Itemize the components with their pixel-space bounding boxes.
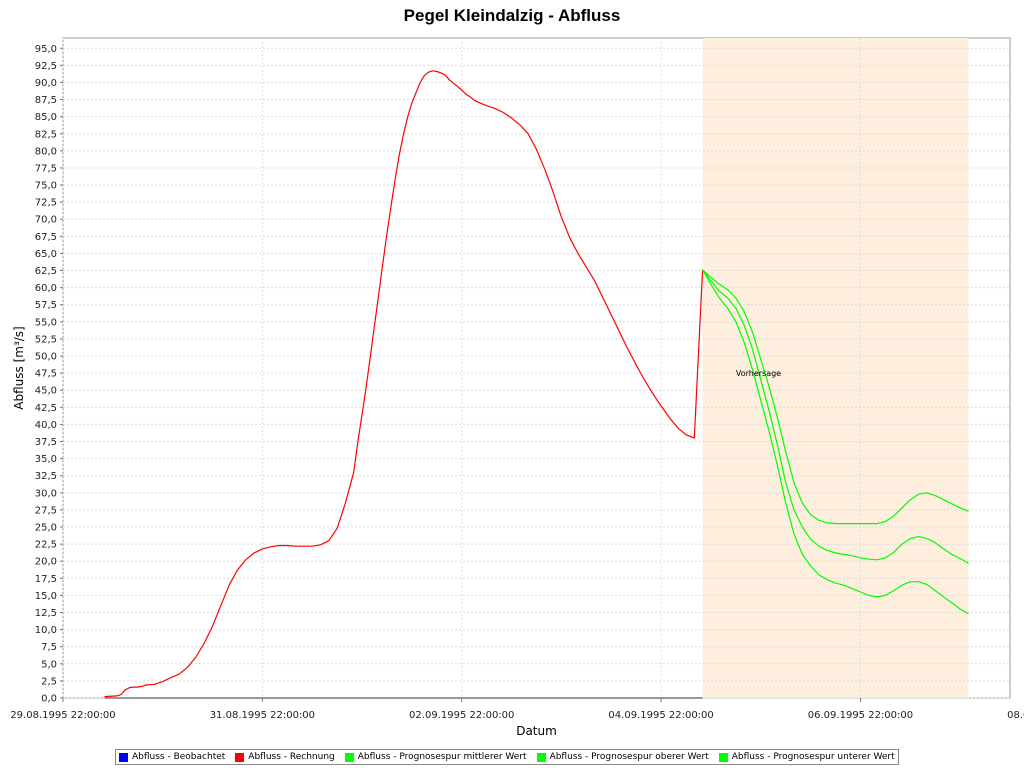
y-tick-label: 17,5 — [35, 574, 57, 585]
x-tick-label: 08.09.1995 22:00:00 — [1007, 710, 1024, 721]
y-tick-label: 77,5 — [35, 163, 57, 174]
y-tick-label: 27,5 — [35, 505, 57, 516]
legend-label: Abfluss - Prognosespur oberer Wert — [549, 752, 709, 762]
y-tick-label: 7,5 — [41, 642, 57, 653]
series-line-4 — [702, 269, 969, 615]
y-tick-label: 75,0 — [35, 181, 57, 192]
y-tick-label: 2,5 — [41, 676, 57, 687]
y-tick-label: 70,0 — [35, 215, 57, 226]
y-tick-label: 10,0 — [35, 625, 57, 636]
y-tick-label: 40,0 — [35, 420, 57, 431]
y-tick-label: 92,5 — [35, 61, 57, 72]
y-tick-label: 25,0 — [35, 523, 57, 534]
legend-item: Abfluss - Rechnung — [235, 752, 335, 762]
legend-item: Abfluss - Prognosespur unterer Wert — [718, 752, 895, 762]
series-line-3 — [702, 269, 969, 525]
y-tick-label: 12,5 — [35, 608, 57, 619]
legend-label: Abfluss - Prognosespur unterer Wert — [731, 752, 895, 762]
y-tick-label: 30,0 — [35, 488, 57, 499]
forecast-label: Vorhersage — [736, 369, 781, 378]
y-tick-label: 57,5 — [35, 300, 57, 311]
x-tick-label: 02.09.1995 22:00:00 — [409, 710, 514, 721]
x-tick-label: 06.09.1995 22:00:00 — [808, 710, 913, 721]
y-tick-label: 52,5 — [35, 334, 57, 345]
legend-swatch — [718, 752, 728, 762]
axis-layer: 0,0 2,5 5,0 7,5 10,0 12,5 15,0 17,5 20,0 22,5 25,0… — [10, 44, 1024, 738]
x-tick-label: 31.08.1995 22:00:00 — [210, 710, 315, 721]
forecast-region — [702, 38, 969, 698]
legend-swatch — [235, 752, 245, 762]
y-axis-title: Abfluss [m³/s] — [12, 326, 26, 409]
chart-title: Pegel Kleindalzig - Abfluss — [403, 6, 621, 25]
legend-label: Abfluss - Rechnung — [248, 752, 335, 762]
y-tick-label: 65,0 — [35, 249, 57, 260]
y-tick-label: 22,5 — [35, 540, 57, 551]
legend-item: Abfluss - Prognosespur oberer Wert — [536, 752, 709, 762]
y-tick-label: 47,5 — [35, 369, 57, 380]
legend-item: Abfluss - Beobachtet — [119, 752, 225, 762]
y-tick-label: 85,0 — [35, 112, 57, 123]
x-tick-label: 04.09.1995 22:00:00 — [608, 710, 713, 721]
y-tick-label: 15,0 — [35, 591, 57, 602]
y-tick-label: 60,0 — [35, 283, 57, 294]
grid-layer — [62, 38, 1010, 699]
y-tick-label: 35,0 — [35, 454, 57, 465]
y-tick-label: 20,0 — [35, 557, 57, 568]
y-tick-label: 37,5 — [35, 437, 57, 448]
y-tick-label: 90,0 — [35, 78, 57, 89]
y-tick-label: 55,0 — [35, 317, 57, 328]
y-tick-label: 42,5 — [35, 403, 57, 414]
legend-label: Abfluss - Prognosespur mittlerer Wert — [357, 752, 527, 762]
y-tick-label: 67,5 — [35, 232, 57, 243]
y-tick-label: 95,0 — [35, 44, 57, 55]
y-tick-label: 80,0 — [35, 146, 57, 157]
legend: Abfluss - Beobachtet Abfluss - Rechnung Ab… — [115, 749, 899, 765]
y-tick-label: 82,5 — [35, 129, 57, 140]
legend-item: Abfluss - Prognosespur mittlerer Wert — [344, 752, 527, 762]
legend-label: Abfluss - Beobachtet — [132, 752, 226, 762]
y-tick-label: 62,5 — [35, 266, 57, 277]
y-tick-label: 32,5 — [35, 471, 57, 482]
y-tick-label: 0,0 — [41, 694, 57, 705]
y-tick-label: 87,5 — [35, 95, 57, 106]
forecast-region-layer — [702, 38, 969, 698]
legend-swatch — [536, 752, 546, 762]
legend-swatch — [119, 752, 128, 762]
series-line-2 — [702, 269, 969, 564]
y-tick-label: 72,5 — [35, 198, 57, 209]
y-tick-label: 5,0 — [41, 659, 57, 670]
x-axis-title: Datum — [516, 724, 557, 738]
y-tick-label: 45,0 — [35, 386, 57, 397]
x-tick-label: 29.08.1995 22:00:00 — [10, 710, 115, 721]
series-layer — [104, 70, 969, 699]
legend-swatch — [344, 752, 354, 762]
series-line-1 — [104, 70, 704, 698]
annotation-layer: Vorhersage — [736, 369, 781, 378]
y-tick-label: 50,0 — [35, 352, 57, 363]
